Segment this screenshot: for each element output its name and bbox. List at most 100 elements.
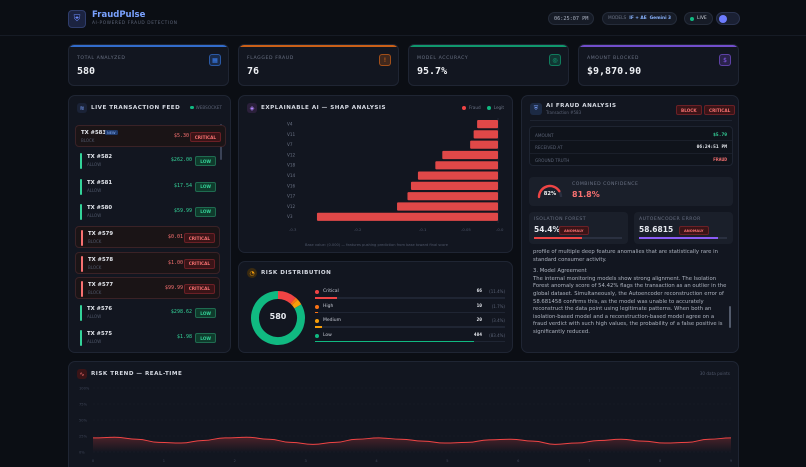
trend-y-tick: 75% [79,403,88,407]
gauge-text: 82% [543,191,557,197]
risk-track [315,297,505,299]
feed-item[interactable]: TX #583 NEW BLOCK $5.30 CRITICAL [75,125,226,147]
isolation-card: ISOLATION FOREST 54.4% ANOMALY [529,212,628,244]
feed-item[interactable]: TX #581 ALLOW $17.54 LOW [75,176,220,198]
shap-bar[interactable] [470,140,498,149]
shap-feature-label: V12 [287,204,296,209]
donut-slice[interactable] [291,299,302,309]
theme-toggle[interactable] [716,12,740,25]
logo-icon: ⛨ [68,10,86,28]
risk-label: High [323,303,334,309]
trend-area [93,437,731,452]
ae-track [639,237,727,239]
risk-bar-fill [315,297,337,299]
analysis-panel: ⛨ AI FRAUD ANALYSIS Transaction #583 BLO… [521,95,739,353]
confidence-card: 82% COMBINED CONFIDENCE 81.8% [529,177,733,206]
risk-count: 10 [476,303,482,309]
detail-key: RECEIVED AT [535,145,563,150]
shap-bar[interactable] [417,171,498,180]
kpi-card: MODEL ACCURACY 95.7% ◎ [408,44,569,86]
kpi-card: FLAGGED FRAUD 76! [238,44,399,86]
app-header: ⛨ FraudPulse AI-POWERED FRAUD DETECTION … [0,0,806,36]
shap-feature-label: V11 [287,132,296,137]
feed-item[interactable]: TX #578 BLOCK $1.00 CRITICAL [75,251,220,274]
analysis-title: AI FRAUD ANALYSIS [546,103,617,109]
feed-item[interactable]: TX #582 ALLOW $262.00 LOW [75,150,220,172]
risk-bar-fill [315,340,474,343]
detail-value: $5.79 [713,132,727,138]
risk-badge: CRITICAL [189,132,221,142]
shap-feature-label: V7 [287,142,293,147]
live-feed-panel: ≋ LIVE TRANSACTION FEED WEBSOCKET TX #58… [68,95,231,353]
shap-feature-label: V14 [287,173,296,178]
kpi-card: AMOUNT BLOCKED $9,870.90 $ [578,44,739,86]
risk-indicator [80,330,82,347]
shap-feature-label: V18 [287,163,296,168]
iso-value: 54.4% [534,225,561,234]
risk-badge: LOW [195,333,216,344]
risk-label: Medium [323,318,341,323]
tx-id: TX #580 [87,204,113,211]
detail-row: GROUND TRUTH FRAUD [530,154,732,166]
shap-bar[interactable] [473,130,498,139]
risk-dot-icon [315,290,319,294]
detail-row: AMOUNT $5.79 [530,129,732,141]
shap-bar[interactable] [435,161,498,170]
trend-x-tick: 4 [375,459,378,463]
shap-bar[interactable] [316,212,498,221]
gauge-arc [537,184,561,199]
risk-trend-panel: ∿ RISK TREND — REAL-TIME 30 data points … [68,361,739,467]
risk-dist-title: RISK DISTRIBUTION [261,270,332,276]
shap-bar[interactable] [397,202,498,211]
feed-item[interactable]: TX #579 BLOCK $0.01 CRITICAL [75,226,220,249]
app-title: FraudPulse [92,10,146,20]
shap-feature-label: V3 [287,214,293,219]
tx-status: ALLOW [87,212,102,218]
risk-percent: (83.4%) [489,332,505,338]
tx-id: TX #582 [87,154,113,161]
donut-slice[interactable] [277,291,296,304]
tx-amount: $1.00 [167,259,183,266]
tx-amount: $262.00 [170,157,192,164]
status-dot-icon [190,105,194,110]
trend-points: 30 data points [699,371,730,376]
risk-distribution-panel: ◔ RISK DISTRIBUTION 580 Critical 66 (11.4%… [238,261,513,353]
risk-row: Medium 20 (3.4%) [315,317,505,330]
trend-line[interactable] [92,436,732,445]
shap-bar[interactable] [410,181,498,190]
analysis-scrollbar[interactable] [729,306,731,328]
kpi-accent-bar [239,45,398,47]
risk-label: Critical [323,289,339,294]
feed-item[interactable]: TX #577 BLOCK $99.99 CRITICAL [75,276,220,299]
trend-chart: 100% 75% 50% 25% 0% 0 1 2 3 4 5 6 7 8 9 [79,387,733,464]
feed-item[interactable]: TX #575 ALLOW $1.98 LOW [75,327,220,349]
risk-count: 66 [476,289,482,294]
detail-value: FRAUD [713,157,727,163]
feed-item[interactable]: TX #580 ALLOW $59.99 LOW [75,201,220,223]
kpi-accent-bar [409,45,568,47]
kpi-label: AMOUNT BLOCKED [587,56,640,61]
risk-indicator [80,178,82,195]
detail-key: AMOUNT [535,132,554,138]
risk-badge: CRITICAL [183,233,215,244]
trend-x-tick: 8 [659,459,662,463]
shap-bar[interactable] [407,192,498,201]
tx-amount: $59.99 [173,207,192,214]
detail-value: 06:24:51 PM [696,145,727,150]
tx-status: BLOCK [88,239,102,245]
tx-status: ALLOW [87,314,102,320]
tx-amount: $5.30 [173,133,189,139]
shap-bar[interactable] [477,120,498,129]
donut-slice[interactable] [290,297,298,306]
kpi-value: 76 [247,66,260,77]
tx-status: BLOCK [88,264,102,270]
risk-dot-icon [315,319,319,323]
donut-slice[interactable] [251,291,305,345]
wifi-icon: ≋ [77,103,87,113]
feed-item[interactable]: TX #576 ALLOW $298.62 LOW [75,302,220,324]
shap-bar[interactable] [442,150,498,160]
risk-indicator [80,153,82,170]
risk-badge: CRITICAL [183,258,215,269]
tx-status: BLOCK [88,289,102,295]
ae-tag: ANOMALY [679,226,709,235]
